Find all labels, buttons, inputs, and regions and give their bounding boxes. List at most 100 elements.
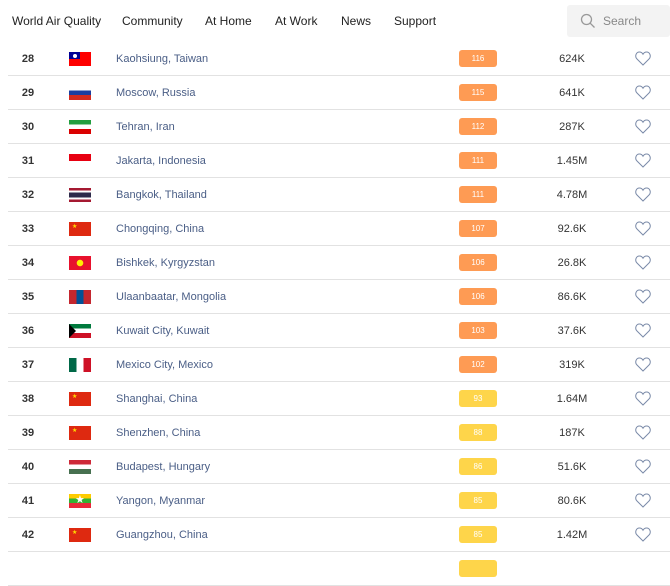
rank: 34 (21, 257, 35, 269)
heart-icon[interactable] (635, 425, 651, 440)
city-link[interactable]: Shenzhen, China (116, 427, 201, 439)
city-link[interactable]: Mexico City, Mexico (116, 359, 213, 371)
table-row[interactable]: 36 Kuwait City, Kuwait 103 37.6K (8, 314, 670, 348)
top-nav: World Air Quality Community At Home At W… (0, 0, 670, 42)
city-link[interactable]: Shanghai, China (116, 393, 198, 405)
heart-icon[interactable] (635, 153, 651, 168)
rank: 33 (21, 223, 35, 235)
table-row[interactable]: 32 Bangkok, Thailand 111 4.78M (8, 178, 670, 212)
nav-support[interactable]: Support (394, 14, 437, 28)
flag-china-icon: ★ (69, 222, 91, 236)
city-link[interactable]: Kaohsiung, Taiwan (116, 53, 209, 65)
flag-china-icon: ★ (69, 528, 91, 542)
city-link[interactable]: Jakarta, Indonesia (116, 155, 206, 167)
rank: 28 (21, 53, 35, 65)
flag-myanmar-icon: ★ (69, 494, 91, 508)
flag-kuwait-icon (69, 324, 91, 338)
table-row[interactable]: 38 ★ Shanghai, China 93 1.64M (8, 382, 670, 416)
heart-icon[interactable] (635, 391, 651, 406)
table-row[interactable]: 31 Jakarta, Indonesia 111 1.45M (8, 144, 670, 178)
heart-icon[interactable] (635, 187, 651, 202)
table-row[interactable]: 40 Budapest, Hungary 86 51.6K (8, 450, 670, 484)
flag-china-icon: ★ (69, 426, 91, 440)
search-input[interactable]: Search (567, 5, 670, 37)
followers-count: 51.6K (557, 461, 587, 473)
rank: 36 (21, 325, 35, 337)
rank: 42 (21, 529, 35, 541)
city-link[interactable]: Moscow, Russia (116, 87, 196, 99)
table-row[interactable]: 39 ★ Shenzhen, China 88 187K (8, 416, 670, 450)
aqi-badge: 107 (459, 220, 497, 237)
city-link[interactable]: Tehran, Iran (116, 121, 175, 133)
city-ranking-list: 28 Kaohsiung, Taiwan 116 624K 29 Moscow,… (0, 42, 670, 586)
heart-icon[interactable] (635, 221, 651, 236)
city-link[interactable]: Guangzhou, China (116, 529, 208, 541)
aqi-badge: 106 (459, 288, 497, 305)
flag-mexico-icon (69, 358, 91, 372)
rank: 32 (21, 189, 35, 201)
table-row[interactable]: 42 ★ Guangzhou, China 85 1.42M (8, 518, 670, 552)
city-link[interactable]: Bangkok, Thailand (116, 189, 207, 201)
nav-at-home[interactable]: At Home (205, 14, 252, 28)
flag-iran-icon (69, 120, 91, 134)
heart-icon[interactable] (635, 357, 651, 372)
search-placeholder: Search (603, 14, 642, 28)
table-row[interactable] (8, 552, 670, 586)
flag-mongolia-icon (69, 290, 91, 304)
rank: 31 (21, 155, 35, 167)
aqi-badge (459, 560, 497, 577)
heart-icon[interactable] (635, 459, 651, 474)
followers-count: 187K (559, 427, 585, 439)
rank: 37 (21, 359, 35, 371)
nav-community[interactable]: Community (122, 14, 183, 28)
flag-kyrgyzstan-icon (69, 256, 91, 270)
search-icon (580, 13, 595, 28)
aqi-badge: 116 (459, 50, 497, 67)
aqi-badge: 106 (459, 254, 497, 271)
city-link[interactable]: Kuwait City, Kuwait (116, 325, 210, 337)
followers-count: 1.42M (556, 529, 588, 541)
aqi-badge: 111 (459, 186, 497, 203)
followers-count: 1.64M (556, 393, 588, 405)
nav-news[interactable]: News (341, 14, 372, 28)
heart-icon[interactable] (635, 85, 651, 100)
flag-china-icon: ★ (69, 392, 91, 406)
table-row[interactable]: 29 Moscow, Russia 115 641K (8, 76, 670, 110)
heart-icon[interactable] (635, 493, 651, 508)
rank: 40 (21, 461, 35, 473)
table-row[interactable]: 34 Bishkek, Kyrgyzstan 106 26.8K (8, 246, 670, 280)
rank: 29 (21, 87, 35, 99)
followers-count: 287K (559, 121, 585, 133)
table-row[interactable]: 41 ★ Yangon, Myanmar 85 80.6K (8, 484, 670, 518)
aqi-badge: 103 (459, 322, 497, 339)
followers-count: 4.78M (556, 189, 588, 201)
nav-at-work[interactable]: At Work (275, 14, 318, 28)
city-link[interactable]: Yangon, Myanmar (116, 495, 206, 507)
city-link[interactable]: Chongqing, China (116, 223, 205, 235)
flag-hungary-icon (69, 460, 91, 474)
flag-thailand-icon (69, 188, 91, 202)
table-row[interactable]: 33 ★ Chongqing, China 107 92.6K (8, 212, 670, 246)
followers-count: 26.8K (557, 257, 587, 269)
followers-count: 92.6K (557, 223, 587, 235)
aqi-badge: 102 (459, 356, 497, 373)
city-link[interactable]: Bishkek, Kyrgyzstan (116, 257, 216, 269)
heart-icon[interactable] (635, 119, 651, 134)
table-row[interactable]: 37 Mexico City, Mexico 102 319K (8, 348, 670, 382)
heart-icon[interactable] (635, 51, 651, 66)
nav-world-air-quality[interactable]: World Air Quality (12, 14, 102, 28)
heart-icon[interactable] (635, 289, 651, 304)
followers-count: 1.45M (556, 155, 588, 167)
aqi-badge: 88 (459, 424, 497, 441)
table-row[interactable]: 30 Tehran, Iran 112 287K (8, 110, 670, 144)
heart-icon[interactable] (635, 527, 651, 542)
table-row[interactable]: 35 Ulaanbaatar, Mongolia 106 86.6K (8, 280, 670, 314)
rank: 38 (21, 393, 35, 405)
city-link[interactable]: Ulaanbaatar, Mongolia (116, 291, 227, 303)
rank: 41 (21, 495, 35, 507)
heart-icon[interactable] (635, 255, 651, 270)
table-row[interactable]: 28 Kaohsiung, Taiwan 116 624K (8, 42, 670, 76)
city-link[interactable]: Budapest, Hungary (116, 461, 211, 473)
followers-count: 80.6K (557, 495, 587, 507)
heart-icon[interactable] (635, 323, 651, 338)
